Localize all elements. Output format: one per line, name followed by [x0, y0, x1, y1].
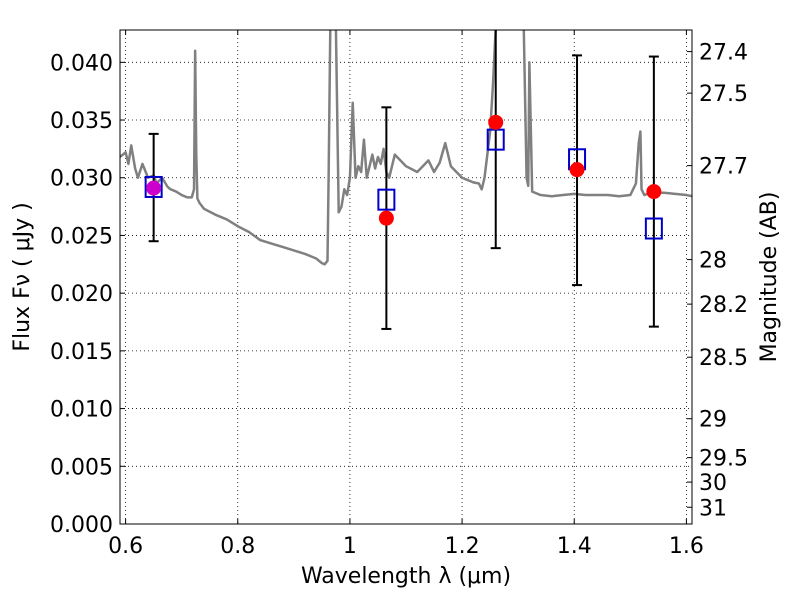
y-axis-label: Flux Fν ( μJy ): [10, 202, 35, 351]
y2-tick-label: 27.5: [699, 82, 748, 107]
observed-circle-marker: [146, 180, 162, 196]
x-axis-label: Wavelength λ (μm): [301, 564, 511, 589]
y-tick-labels: 0.000 0.005 0.010 0.015 0.020 0.025 0.030 0.035…: [50, 51, 113, 538]
y2-tick-label: 29.5: [699, 447, 748, 472]
y2-tick-label: 28.5: [699, 346, 748, 371]
observed-circle-marker: [569, 162, 585, 178]
y2-tick-label: 28.2: [699, 293, 748, 318]
model-square-marker: [644, 217, 663, 240]
y2-axis-label: Magnitude (AB): [757, 192, 782, 363]
x-tick-label: 1.2: [445, 534, 480, 559]
observed-circle-marker: [488, 114, 504, 130]
y2-tick-label: 31: [699, 496, 727, 521]
model-square-marker: [377, 188, 396, 211]
y2-tick-label: 27.4: [699, 41, 748, 66]
y-tick-label: 0.005: [50, 455, 113, 480]
y-tick-label: 0.025: [50, 224, 113, 249]
y2-tick-label: 27.7: [699, 155, 748, 180]
y-tick-label: 0.020: [50, 282, 113, 307]
y-tick-label: 0.010: [50, 398, 113, 423]
observed-circle-marker: [646, 184, 662, 200]
x-tick-label: 1.6: [669, 534, 704, 559]
y-tick-label: 0.015: [50, 340, 113, 365]
model-spectrum-line: [120, 30, 692, 266]
x-tick-labels: 0.6 0.8 1 1.2 1.4 1.6: [108, 534, 704, 559]
plot-frame: [119, 29, 693, 525]
model-square-marker: [144, 175, 163, 198]
data-markers: [144, 114, 663, 240]
axis-ticks: [120, 30, 692, 525]
y-tick-label: 0.030: [50, 167, 113, 192]
x-tick-label: 0.8: [220, 534, 255, 559]
y2-tick-label: 30: [699, 471, 727, 496]
y-tick-label: 0.035: [50, 109, 113, 134]
y-tick-label: 0.000: [50, 513, 113, 538]
x-tick-label: 1: [343, 534, 357, 559]
y2-tick-label: 29: [699, 408, 727, 433]
observed-circle-marker: [378, 210, 394, 226]
plot-area: [120, 30, 692, 524]
x-tick-label: 0.6: [108, 534, 143, 559]
model-spectrum: [120, 30, 692, 266]
y-tick-label: 0.040: [50, 51, 113, 76]
y2-tick-label: 28: [699, 249, 727, 274]
x-tick-label: 1.4: [557, 534, 592, 559]
